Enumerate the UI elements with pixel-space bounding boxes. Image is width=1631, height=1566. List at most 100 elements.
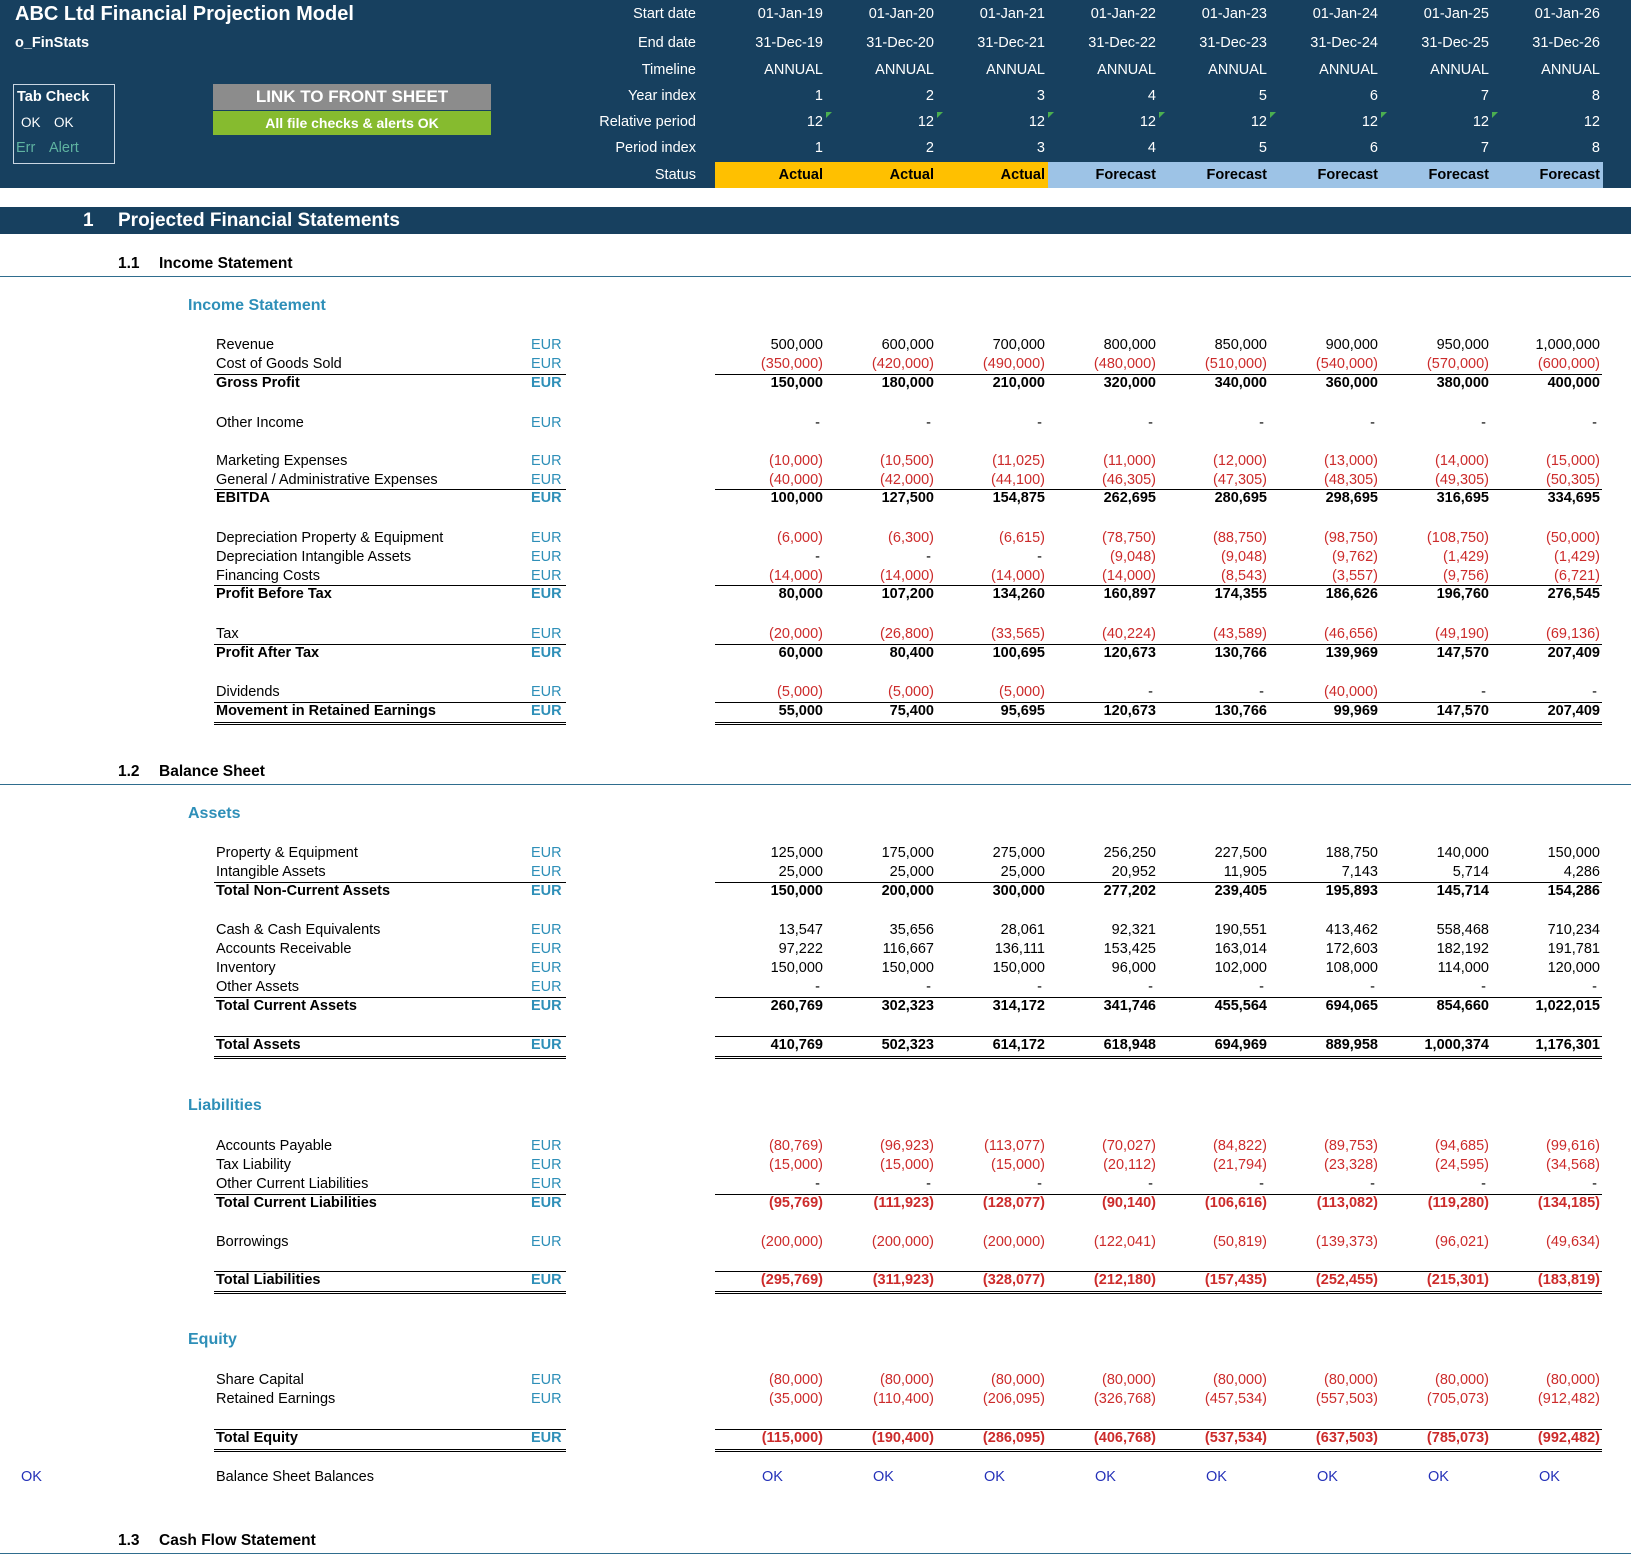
header-cell-relative-period: 12 bbox=[1250, 114, 1267, 130]
double-rule bbox=[715, 1293, 1602, 1294]
header-cell-timeline: ANNUAL bbox=[1097, 62, 1156, 78]
row-label-revenue: Revenue bbox=[216, 337, 275, 353]
cell-total-non-current-assets: 200,000 bbox=[881, 883, 934, 899]
cell-other-income: - bbox=[1370, 415, 1375, 431]
header-cell-year-index: 7 bbox=[1480, 88, 1489, 104]
subsection-title: Balance Sheet bbox=[159, 763, 265, 780]
cell-total-equity: (537,534) bbox=[1204, 1430, 1267, 1446]
cell-other-income: - bbox=[926, 415, 931, 431]
cell-accounts-receivable: 116,667 bbox=[882, 941, 934, 957]
double-rule bbox=[715, 1291, 1602, 1292]
cell-cost-of-goods-sold: (510,000) bbox=[1204, 356, 1267, 372]
link-to-front-sheet-button[interactable]: LINK TO FRONT SHEET bbox=[213, 84, 491, 110]
header-cell-timeline: ANNUAL bbox=[1541, 62, 1600, 78]
cell-total-liabilities: (183,819) bbox=[1537, 1272, 1600, 1288]
cell-intangible-assets: 7,143 bbox=[1341, 864, 1378, 880]
cell-total-assets: 1,000,374 bbox=[1424, 1037, 1489, 1053]
tab-check-err: Err bbox=[16, 140, 36, 156]
balance-check-cell: OK bbox=[762, 1469, 783, 1485]
row-label-property-equipment: Property & Equipment bbox=[216, 845, 358, 861]
cell-total-current-assets: 302,323 bbox=[881, 998, 934, 1014]
row-unit: EUR bbox=[531, 337, 562, 353]
header-cell-start-dates: 01-Jan-26 bbox=[1534, 6, 1600, 22]
double-rule bbox=[214, 1058, 566, 1059]
total-rule bbox=[214, 374, 566, 375]
tab-check-ok-1: OK bbox=[21, 115, 41, 130]
cell-accounts-receivable: 172,603 bbox=[1325, 941, 1378, 957]
cell-total-current-liabilities: (128,077) bbox=[982, 1195, 1045, 1211]
row-unit: EUR bbox=[531, 1234, 562, 1250]
cell-property-equipment: 140,000 bbox=[1436, 845, 1489, 861]
cell-accounts-receivable: 191,781 bbox=[1547, 941, 1600, 957]
cell-retained-earnings: (557,503) bbox=[1315, 1391, 1378, 1407]
cell-tax: (69,136) bbox=[1545, 626, 1600, 642]
balance-check-cell: OK bbox=[1428, 1469, 1449, 1485]
header-cell-period-index: 2 bbox=[925, 140, 934, 156]
total-rule bbox=[715, 997, 1602, 998]
cell-property-equipment: 150,000 bbox=[1547, 845, 1600, 861]
cell-borrowings: (50,819) bbox=[1212, 1234, 1267, 1250]
cell-accounts-receivable: 182,192 bbox=[1436, 941, 1489, 957]
cell-total-non-current-assets: 300,000 bbox=[992, 883, 1045, 899]
cell-total-non-current-assets: 239,405 bbox=[1214, 883, 1267, 899]
cell-profit-before-tax: 134,260 bbox=[992, 586, 1045, 602]
cell-cash-cash-equivalents: 558,468 bbox=[1436, 922, 1489, 938]
cell-share-capital: (80,000) bbox=[1434, 1372, 1489, 1388]
header-cell-timeline: ANNUAL bbox=[764, 62, 823, 78]
cell-retained-earnings: (35,000) bbox=[768, 1391, 823, 1407]
cell-borrowings: (200,000) bbox=[982, 1234, 1045, 1250]
total-rule bbox=[715, 882, 1602, 883]
cell-total-assets: 889,958 bbox=[1325, 1037, 1378, 1053]
cell-total-equity: (286,095) bbox=[982, 1430, 1045, 1446]
header-cell-relative-period: 12 bbox=[806, 114, 823, 130]
cell-intangible-assets: 11,905 bbox=[1223, 864, 1267, 880]
row-unit: EUR bbox=[531, 1176, 562, 1192]
cell-other-income: - bbox=[1037, 415, 1042, 431]
cell-ebitda: 280,695 bbox=[1214, 490, 1267, 506]
balance-check-flag: OK bbox=[21, 1469, 42, 1485]
header-cell-start-dates: 01-Jan-21 bbox=[979, 6, 1045, 22]
cell-depreciation-property-equipment: (50,000) bbox=[1545, 530, 1600, 546]
cell-depreciation-intangible-assets: (1,429) bbox=[1443, 549, 1489, 565]
status-cell: Forecast bbox=[1381, 162, 1492, 188]
cell-total-liabilities: (157,435) bbox=[1204, 1272, 1267, 1288]
cell-revenue: 600,000 bbox=[881, 337, 934, 353]
header-row-label: Start date bbox=[633, 6, 696, 22]
cell-gross-profit: 180,000 bbox=[881, 375, 934, 391]
cell-share-capital: (80,000) bbox=[1323, 1372, 1378, 1388]
cell-revenue: 850,000 bbox=[1214, 337, 1267, 353]
status-cell: Forecast bbox=[1270, 162, 1381, 188]
cell-profit-before-tax: 80,000 bbox=[778, 586, 823, 602]
cell-profit-after-tax: 147,570 bbox=[1436, 645, 1489, 661]
header-cell-end-dates: 31-Dec-22 bbox=[1088, 35, 1156, 51]
cell-gross-profit: 320,000 bbox=[1103, 375, 1156, 391]
total-rule bbox=[214, 882, 566, 883]
balance-check-cell: OK bbox=[873, 1469, 894, 1485]
cell-other-assets: - bbox=[815, 979, 820, 995]
cell-total-assets: 618,948 bbox=[1103, 1037, 1156, 1053]
total-rule bbox=[715, 374, 1602, 375]
tab-check-box: Tab Check OK OK Err Alert bbox=[13, 84, 115, 164]
cell-dividends: (5,000) bbox=[777, 684, 823, 700]
total-rule bbox=[715, 585, 1602, 586]
cell-total-equity: (785,073) bbox=[1426, 1430, 1489, 1446]
cell-comment-marker bbox=[1270, 112, 1276, 118]
row-label-intangible-assets: Intangible Assets bbox=[216, 864, 326, 880]
cell-total-equity: (406,768) bbox=[1093, 1430, 1156, 1446]
model-header: ABC Ltd Financial Projection Model o_Fin… bbox=[0, 0, 1631, 188]
row-label-accounts-payable: Accounts Payable bbox=[216, 1138, 333, 1154]
row-label-total-equity: Total Equity bbox=[216, 1430, 298, 1446]
cell-other-assets: - bbox=[1037, 979, 1042, 995]
cell-general-administrative-expenses: (40,000) bbox=[768, 472, 823, 488]
row-unit: EUR bbox=[531, 1272, 562, 1288]
cell-comment-marker bbox=[1381, 112, 1387, 118]
header-cell-period-index: 7 bbox=[1480, 140, 1489, 156]
cell-intangible-assets: 25,000 bbox=[778, 864, 823, 880]
cell-total-liabilities: (212,180) bbox=[1093, 1272, 1156, 1288]
cell-total-non-current-assets: 277,202 bbox=[1103, 883, 1156, 899]
row-label-other-current-liabilities: Other Current Liabilities bbox=[216, 1176, 369, 1192]
row-unit: EUR bbox=[531, 626, 562, 642]
cell-ebitda: 316,695 bbox=[1436, 490, 1489, 506]
total-rule bbox=[715, 702, 1602, 703]
header-cell-end-dates: 31-Dec-21 bbox=[977, 35, 1045, 51]
